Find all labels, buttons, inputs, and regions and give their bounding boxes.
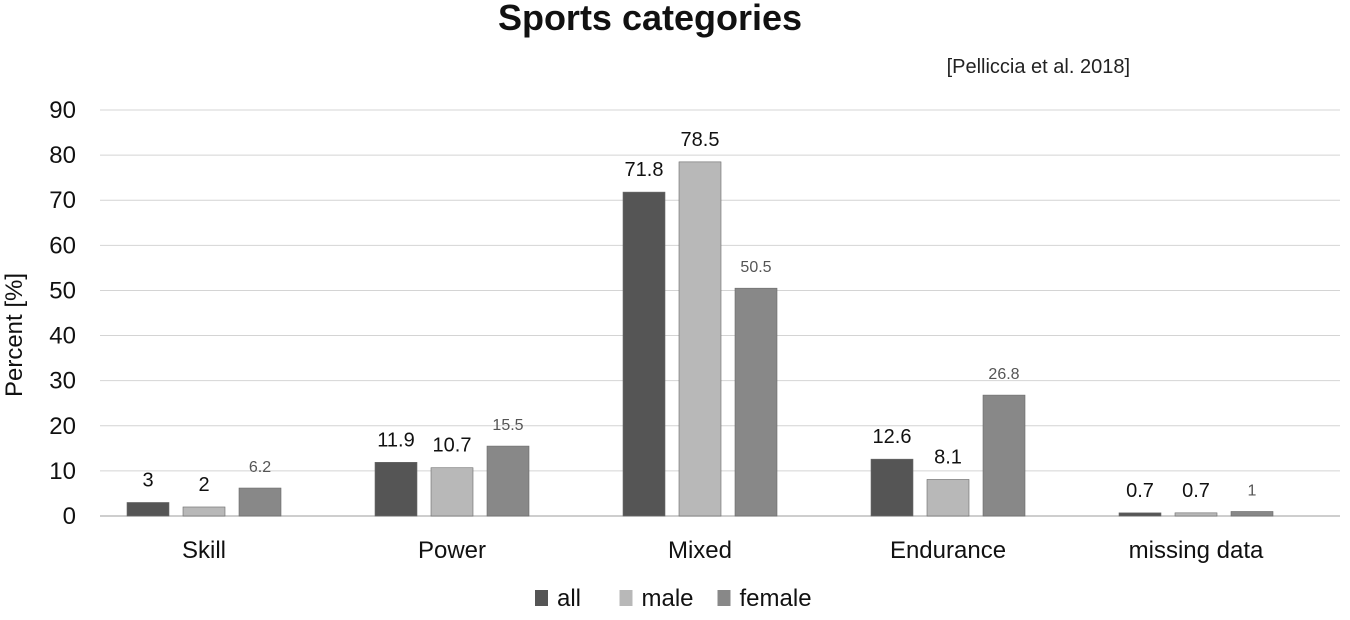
data-label: 71.8: [625, 159, 664, 181]
data-label: 78.5: [681, 129, 720, 151]
data-label: 8.1: [934, 446, 962, 468]
y-axis-ticks: 0 10 20 30 40 50 60 70 80 90: [49, 97, 76, 530]
bar-female: [486, 445, 530, 517]
data-label: 0.7: [1126, 480, 1154, 502]
data-label: 15.5: [492, 417, 523, 434]
bar-all: [374, 462, 418, 517]
bar-female: [734, 287, 778, 517]
y-tick-label: 60: [49, 232, 76, 259]
bar-male: [1174, 512, 1218, 517]
legend-swatch-all: [535, 590, 548, 606]
bar-male: [926, 479, 970, 517]
bar-female: [982, 394, 1026, 517]
bar-all: [1118, 512, 1162, 517]
bar-male: [182, 506, 226, 517]
y-tick-label: 20: [49, 413, 76, 440]
data-label: 10.7: [433, 435, 472, 457]
data-label: 6.2: [249, 459, 271, 476]
y-tick-label: 70: [49, 187, 76, 214]
legend-swatch-male: [619, 590, 633, 606]
data-label: 50.5: [740, 259, 771, 276]
x-tick-label: Skill: [182, 537, 226, 564]
y-tick-label: 90: [49, 97, 76, 124]
y-tick-label: 80: [49, 142, 76, 169]
bars: [126, 161, 1274, 517]
x-tick-label: missing data: [1129, 537, 1264, 564]
y-axis-label: Percent [%]: [1, 273, 28, 397]
data-label: 11.9: [377, 429, 414, 451]
data-labels: 3 26.211.9 10.715.571.878.550.512.68.126.8…: [142, 129, 1256, 502]
data-label: 2: [198, 474, 209, 496]
bar-all: [870, 458, 914, 517]
x-tick-label: Power: [418, 537, 486, 564]
x-axis-ticks: Skill Power Mixed Endurance missing data: [182, 537, 1264, 564]
y-tick-label: 0: [63, 503, 76, 530]
chart-title: Sports categories: [498, 0, 802, 38]
y-tick-label: 50: [49, 277, 76, 304]
x-tick-label: Mixed: [668, 537, 732, 564]
legend-label: male: [642, 585, 694, 612]
bar-all: [622, 191, 666, 517]
y-tick-label: 30: [49, 368, 76, 395]
x-tick-label: Endurance: [890, 537, 1006, 564]
legend-swatch-female: [717, 590, 731, 606]
data-label: 3: [142, 469, 153, 491]
data-label: 26.8: [988, 366, 1019, 383]
legend-label: female: [740, 585, 812, 612]
bar-female: [238, 487, 282, 517]
legend: all male female: [535, 585, 812, 612]
bar-all: [126, 502, 170, 517]
data-label: 12.6: [873, 426, 912, 448]
legend-label: all: [557, 585, 581, 612]
bar-male: [430, 467, 474, 517]
bar-male: [678, 161, 722, 517]
chart-subtitle: [Pelliccia et al. 2018]: [947, 56, 1130, 78]
data-label: 0.7: [1182, 480, 1210, 502]
data-label: 1: [1248, 482, 1257, 499]
y-tick-label: 10: [49, 458, 76, 485]
bar-female: [1230, 511, 1274, 517]
y-tick-label: 40: [49, 323, 76, 350]
